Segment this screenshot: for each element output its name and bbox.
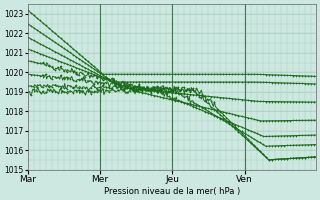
X-axis label: Pression niveau de la mer( hPa ): Pression niveau de la mer( hPa ) (104, 187, 240, 196)
